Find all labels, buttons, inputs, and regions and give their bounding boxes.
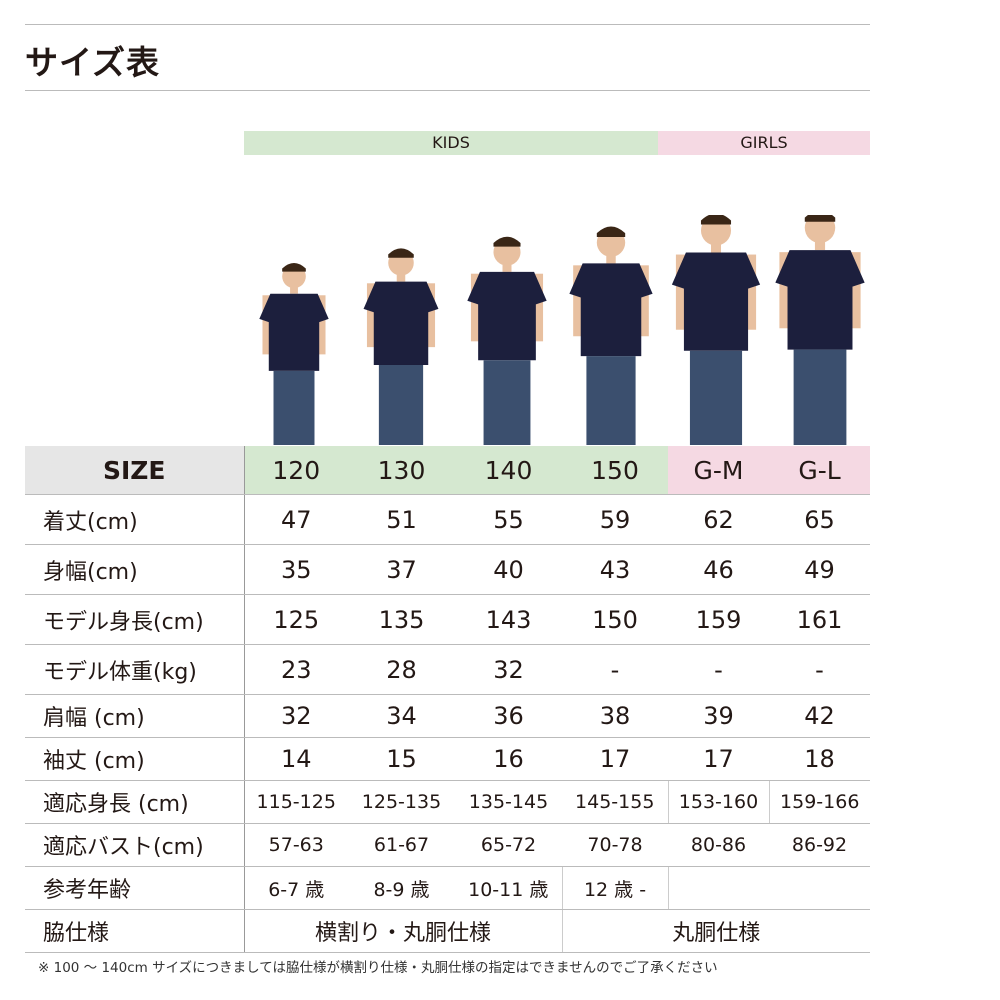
value-cell: 39 [668, 694, 769, 738]
value-cell: 125-135 [348, 780, 455, 824]
row-label: 着丈(cm) [25, 494, 245, 545]
table-row: モデル体重(kg) 23 28 32- - - [25, 644, 870, 695]
value-cell: 35 [244, 544, 348, 595]
value-cell: - [769, 644, 870, 695]
model-figure [775, 215, 865, 445]
value-cell: 32 [455, 644, 562, 695]
table-row: モデル身長(cm) 125 135 143 150 159 161 [25, 594, 870, 645]
row-label: 肩幅 (cm) [25, 694, 245, 738]
model-photos [259, 215, 865, 445]
value-cell: 80-86 [668, 823, 769, 867]
title-divider [25, 90, 870, 91]
table-row: 袖丈 (cm) 14 15 16 17 17 18 [25, 737, 870, 781]
size-cell: 140 [455, 446, 562, 495]
empty-cell [667, 866, 870, 910]
value-cell: 161 [769, 594, 870, 645]
table-row: 適応身長 (cm) 115-125 125-135 135-145 145-155 153… [25, 780, 870, 824]
value-cell: - [668, 644, 769, 695]
table-row: 脇仕様 横割り・丸胴仕様 丸胴仕様 [25, 909, 870, 953]
value-cell: 18 [769, 737, 870, 781]
row-label: 身幅(cm) [25, 544, 245, 595]
value-cell: - [562, 644, 668, 695]
value-cell: 23 [244, 644, 348, 695]
value-cell: 16 [455, 737, 562, 781]
value-cell: 62 [668, 494, 769, 545]
row-label: 適応身長 (cm) [25, 780, 245, 824]
value-cell: 43 [562, 544, 668, 595]
value-cell: 36 [455, 694, 562, 738]
size-cell: 150 [562, 446, 668, 495]
value-cell: 34 [348, 694, 455, 738]
value-cell: 55 [455, 494, 562, 545]
size-table: SIZE 120 130 140 150 G-M G-L 着丈(cm) 47 51 5… [25, 446, 870, 953]
size-label: SIZE [25, 446, 245, 495]
value-cell: 135 [348, 594, 455, 645]
table-row: 肩幅 (cm) 32 34 36 38 39 42 [25, 694, 870, 738]
value-cell: 61-67 [348, 823, 455, 867]
value-cell: 14 [244, 737, 348, 781]
value-cell: 37 [348, 544, 455, 595]
value-cell: 143 [455, 594, 562, 645]
value-cell: 47 [244, 494, 348, 545]
value-cell: 159-166 [768, 780, 870, 824]
value-cell: 17 [668, 737, 769, 781]
girls-band: GIRLS [658, 131, 870, 155]
value-cell: 153-160 [667, 780, 769, 824]
kids-band: KIDS [244, 131, 658, 155]
value-cell: 10-11 歳 [455, 866, 562, 910]
value-cell: 46 [668, 544, 769, 595]
value-cell: 横割り・丸胴仕様 [244, 909, 562, 953]
size-cell: G-L [769, 446, 870, 495]
top-divider [25, 24, 870, 25]
value-cell: 65 [769, 494, 870, 545]
table-row: 身幅(cm) 35 37 40 43 46 49 [25, 544, 870, 595]
value-cell: 42 [769, 694, 870, 738]
value-cell: 丸胴仕様 [561, 909, 870, 953]
model-figure [671, 215, 761, 445]
value-cell: 6-7 歳 [244, 866, 348, 910]
model-figure [467, 236, 547, 445]
value-cell: 59 [562, 494, 668, 545]
value-cell: 57-63 [244, 823, 348, 867]
value-cell: 32 [244, 694, 348, 738]
value-cell: 17 [562, 737, 668, 781]
model-figure [569, 226, 653, 445]
value-cell: 115-125 [244, 780, 348, 824]
row-label: 参考年齢 [25, 866, 245, 910]
value-cell: 40 [455, 544, 562, 595]
value-cell: 28 [348, 644, 455, 695]
value-cell: 65-72 [455, 823, 562, 867]
size-cell: 120 [244, 446, 348, 495]
row-label: 適応バスト(cm) [25, 823, 245, 867]
value-cell: 15 [348, 737, 455, 781]
value-cell: 49 [769, 544, 870, 595]
value-cell: 150 [562, 594, 668, 645]
value-cell: 145-155 [562, 780, 668, 824]
row-label: モデル身長(cm) [25, 594, 245, 645]
page-title: サイズ表 [25, 43, 161, 82]
table-row: 適応バスト(cm) 57-63 61-67 65-72 70-78 80-86 86-92 [25, 823, 870, 867]
row-label: 脇仕様 [25, 909, 245, 953]
model-figure [363, 248, 439, 445]
footnote: ※ 100 ～ 140cm サイズにつきましては脇仕様が横割り仕様・丸胴仕様の指… [38, 960, 718, 976]
model-figure [259, 262, 329, 445]
value-cell: 159 [668, 594, 769, 645]
value-cell: 125 [244, 594, 348, 645]
table-row: 参考年齢 6-7 歳 8-9 歳 10-11 歳 12 歳 - [25, 866, 870, 910]
size-row: SIZE 120 130 140 150 G-M G-L [25, 446, 870, 495]
row-label: モデル体重(kg) [25, 644, 245, 695]
size-cell: 130 [348, 446, 455, 495]
value-cell: 86-92 [769, 823, 870, 867]
value-cell: 8-9 歳 [348, 866, 455, 910]
value-cell: 51 [348, 494, 455, 545]
row-label: 袖丈 (cm) [25, 737, 245, 781]
value-cell: 38 [562, 694, 668, 738]
table-row: 着丈(cm) 47 51 55 59 62 65 [25, 494, 870, 545]
value-cell: 12 歳 - [561, 866, 668, 910]
size-cell: G-M [668, 446, 769, 495]
value-cell: 135-145 [455, 780, 562, 824]
value-cell: 70-78 [562, 823, 668, 867]
